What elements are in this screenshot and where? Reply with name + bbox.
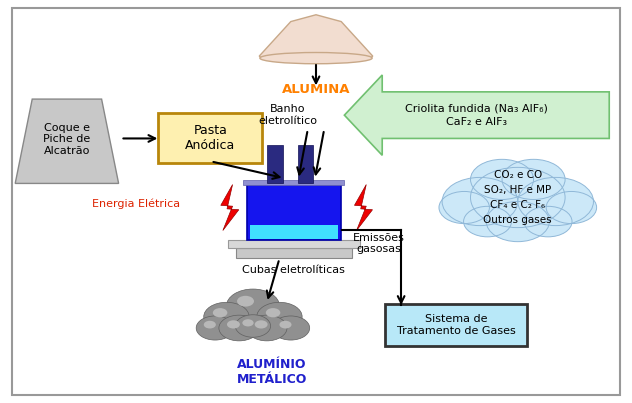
FancyBboxPatch shape — [159, 113, 262, 163]
Circle shape — [439, 191, 489, 224]
Circle shape — [442, 177, 518, 226]
Circle shape — [266, 308, 281, 317]
Circle shape — [227, 320, 240, 328]
Text: Banho
eletrolítico: Banho eletrolítico — [258, 104, 317, 126]
Circle shape — [196, 316, 234, 340]
FancyBboxPatch shape — [386, 304, 527, 346]
FancyBboxPatch shape — [250, 225, 338, 239]
Text: Cubas eletrolíticas: Cubas eletrolíticas — [243, 265, 345, 275]
Circle shape — [546, 191, 597, 224]
Circle shape — [257, 302, 302, 331]
Circle shape — [470, 159, 533, 199]
Circle shape — [486, 202, 549, 242]
Circle shape — [470, 167, 565, 228]
Polygon shape — [355, 185, 372, 231]
Polygon shape — [344, 75, 609, 155]
Circle shape — [226, 289, 279, 323]
Circle shape — [272, 316, 310, 340]
Text: ALUMÍNIO
METÁLICO: ALUMÍNIO METÁLICO — [236, 358, 307, 386]
Text: Energia Elétrica: Energia Elétrica — [92, 198, 180, 209]
Text: CO₂ e CO
SO₂, HF e MP
CF₄ e C₂ F₆
Outros gases: CO₂ e CO SO₂, HF e MP CF₄ e C₂ F₆ Outros… — [483, 170, 552, 225]
Text: Sistema de
Tratamento de Gases: Sistema de Tratamento de Gases — [397, 314, 516, 336]
Circle shape — [219, 315, 259, 341]
Circle shape — [237, 296, 254, 307]
Circle shape — [518, 177, 593, 226]
FancyBboxPatch shape — [298, 145, 313, 183]
Circle shape — [463, 206, 511, 237]
Text: Pasta
Anódica: Pasta Anódica — [185, 124, 236, 152]
Circle shape — [204, 302, 249, 331]
Circle shape — [213, 308, 228, 317]
Circle shape — [279, 321, 291, 328]
Polygon shape — [15, 99, 119, 183]
FancyBboxPatch shape — [236, 248, 352, 258]
FancyBboxPatch shape — [228, 240, 360, 248]
Circle shape — [242, 319, 253, 326]
FancyBboxPatch shape — [243, 180, 344, 185]
Text: Coque e
Piche de
Alcatrão: Coque e Piche de Alcatrão — [43, 123, 90, 156]
Circle shape — [204, 321, 216, 328]
Text: Criolita fundida (Na₃ AlF₆)
CaF₂ e AlF₃: Criolita fundida (Na₃ AlF₆) CaF₂ e AlF₃ — [405, 104, 548, 127]
Circle shape — [255, 320, 267, 328]
FancyBboxPatch shape — [267, 145, 283, 183]
Circle shape — [246, 315, 287, 341]
Circle shape — [235, 315, 270, 337]
Ellipse shape — [260, 52, 372, 64]
Circle shape — [524, 206, 572, 237]
Text: Emissões
gasosas: Emissões gasosas — [353, 233, 405, 254]
Polygon shape — [221, 185, 239, 231]
Circle shape — [502, 159, 565, 199]
FancyBboxPatch shape — [246, 183, 341, 240]
Text: ALUMINA: ALUMINA — [282, 83, 350, 96]
Polygon shape — [259, 15, 373, 59]
